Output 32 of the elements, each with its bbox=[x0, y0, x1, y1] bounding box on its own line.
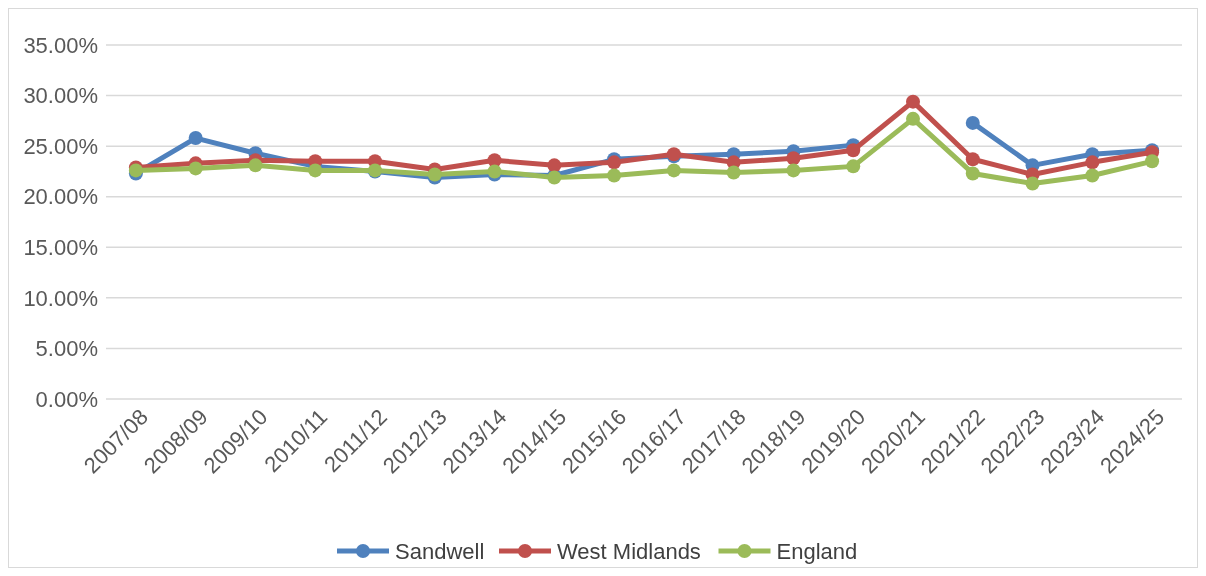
y-tick-label: 35.00% bbox=[23, 32, 98, 58]
point bbox=[1085, 168, 1100, 183]
point bbox=[248, 158, 263, 173]
point bbox=[906, 94, 920, 109]
point bbox=[188, 131, 203, 146]
point bbox=[726, 165, 741, 180]
y-tick-label: 25.00% bbox=[23, 133, 98, 159]
legend-label: West Midlands bbox=[557, 538, 701, 564]
point bbox=[188, 161, 203, 176]
point bbox=[965, 152, 980, 167]
point bbox=[786, 163, 801, 178]
point bbox=[607, 168, 622, 183]
point bbox=[965, 166, 980, 181]
point bbox=[547, 158, 562, 173]
point bbox=[846, 143, 861, 158]
point bbox=[308, 163, 323, 178]
y-tick-label: 15.00% bbox=[23, 234, 98, 260]
point bbox=[1085, 155, 1100, 170]
y-tick-label: 10.00% bbox=[23, 285, 98, 311]
y-tick-label: 5.00% bbox=[35, 336, 98, 362]
legend-label: England bbox=[776, 538, 858, 564]
point bbox=[1025, 176, 1040, 191]
point bbox=[786, 151, 801, 166]
point bbox=[906, 111, 920, 126]
y-tick-label: 0.00% bbox=[35, 386, 98, 412]
point bbox=[666, 163, 681, 178]
legend-label: Sandwell bbox=[395, 538, 485, 564]
point bbox=[965, 115, 980, 130]
point bbox=[1145, 154, 1160, 169]
y-tick-label: 30.00% bbox=[23, 83, 98, 109]
point bbox=[846, 159, 861, 174]
y-tick-label: 20.00% bbox=[23, 184, 98, 210]
